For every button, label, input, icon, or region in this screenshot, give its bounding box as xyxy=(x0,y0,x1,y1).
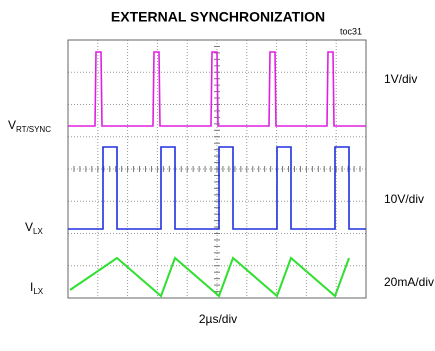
channel-scale: 10V/div xyxy=(384,192,424,206)
lx-current-waveform xyxy=(69,256,350,298)
screen-frame xyxy=(67,39,367,299)
lx-voltage-waveform xyxy=(68,146,366,230)
timebase: 2µs/div xyxy=(199,312,237,326)
rt-sync-waveform xyxy=(68,51,366,127)
title: EXTERNAL SYNCHRONIZATION xyxy=(111,9,325,25)
channel-label: ILX xyxy=(30,280,44,296)
figure-tag: toc31 xyxy=(340,26,362,36)
channel-scale: 1V/div xyxy=(384,72,417,86)
channel-label: VRT/SYNC xyxy=(8,118,51,134)
channel-scale: 20mA/div xyxy=(384,275,434,289)
channel-label: VLX xyxy=(25,220,43,236)
